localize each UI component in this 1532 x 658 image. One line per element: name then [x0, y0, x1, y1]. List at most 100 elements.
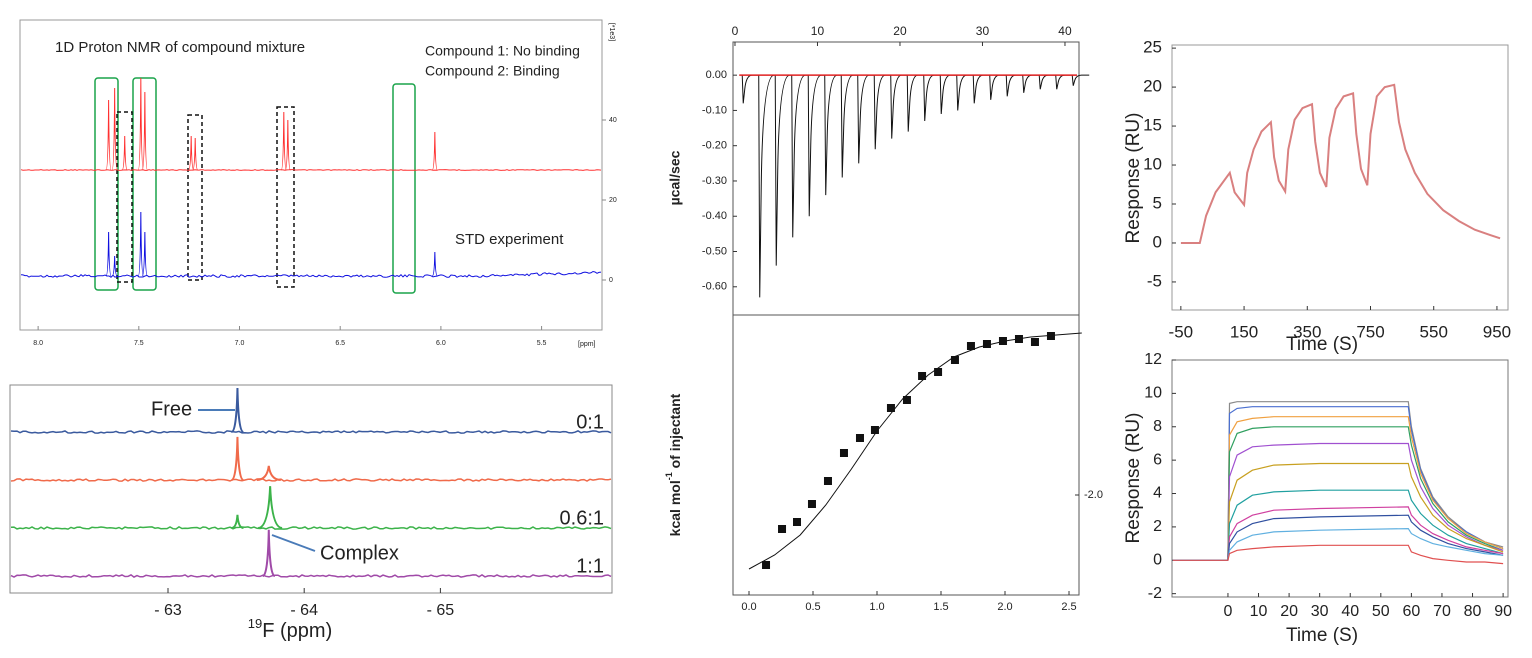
plot-frame [1171, 44, 1509, 311]
data-point [982, 340, 991, 348]
data-point [934, 368, 943, 376]
peak-boxes [94, 77, 416, 294]
y-tick-label: 20 [1143, 77, 1162, 96]
y-axis-label: Response (RU) [1123, 113, 1144, 244]
baseline-trace [10, 574, 612, 578]
x-tick-label: 90 [1494, 603, 1512, 620]
binding-box [132, 77, 157, 291]
peak [137, 77, 144, 171]
x-tick-label: 5.5 [537, 340, 547, 347]
data-point [807, 500, 816, 508]
plot-frame [19, 19, 603, 331]
x-axis-label: Time (S) [1286, 625, 1358, 646]
peak [111, 255, 118, 277]
y-tick-label: 2 [1153, 518, 1162, 535]
annotation: STD experiment [455, 231, 564, 248]
y-tick-label: -0.50 [702, 245, 727, 257]
binding-box [94, 77, 119, 291]
plot-frame [1171, 359, 1509, 598]
x-tick-label: 950 [1483, 322, 1511, 341]
series-label: 0:1 [576, 411, 604, 433]
sensorgram [1172, 442, 1504, 561]
data-point [839, 449, 848, 457]
x-tick-label: 750 [1356, 322, 1384, 341]
data-point [870, 426, 879, 434]
x-tick-label: 550 [1420, 322, 1448, 341]
peak [431, 131, 438, 171]
y-axis-label: kcal mol-1 of injectant [664, 393, 682, 536]
x-tick-label: 150 [1230, 322, 1258, 341]
fit-line [748, 332, 1082, 570]
y-tick-label: -0.30 [702, 175, 727, 187]
data-point [950, 356, 959, 364]
x-tick-label: 60 [1402, 603, 1420, 620]
sensorgram [1172, 406, 1504, 561]
y-tick-label: 8 [1153, 418, 1162, 435]
baseline-trace [20, 169, 602, 171]
peak [280, 111, 287, 171]
x-axis-label: 19F (ppm) [248, 616, 332, 642]
x-tick-label: 0.5 [805, 601, 820, 613]
y-tick-label: 15 [1143, 116, 1162, 135]
binding-box [392, 83, 416, 294]
x-tick-label: 40 [1058, 24, 1072, 38]
y-tick-label: -0.10 [702, 104, 727, 116]
y-tick-label: -2 [1148, 585, 1162, 602]
x-tick-label: 50 [1372, 603, 1390, 620]
peak [137, 211, 144, 277]
data-point [1014, 335, 1023, 343]
x-tick-label: 80 [1464, 603, 1482, 620]
legend-label: Compound 2: Binding [425, 63, 560, 79]
series-label: 1:1 [576, 555, 604, 577]
y-tick-label: 0 [1153, 552, 1162, 569]
plot-frame [9, 384, 613, 594]
chart-title: 1D Proton NMR of compound mixture [55, 39, 305, 56]
sensorgram [1180, 83, 1501, 244]
baseline-trace [10, 478, 612, 482]
peak [257, 486, 283, 529]
data-point [902, 396, 911, 404]
peak [230, 387, 244, 433]
y-tick-label: 4 [1153, 485, 1162, 502]
x-tick-label: 0 [1223, 603, 1232, 620]
y-tick-label: -0.20 [702, 140, 727, 152]
sensorgram [1172, 514, 1504, 561]
data-point [998, 337, 1007, 345]
series-label: 0.6:1 [560, 507, 604, 529]
x-tick-label: - 63 [154, 602, 182, 619]
x-axis-label-sup: 19 [248, 616, 262, 631]
x-tick-label: 10 [811, 24, 825, 38]
x-tick-label: - 65 [427, 602, 455, 619]
peak [141, 91, 148, 171]
x-tick-label: 20 [893, 24, 907, 38]
data-point [1030, 338, 1039, 346]
x-tick-label: 7.0 [235, 340, 245, 347]
peak [105, 231, 112, 277]
x-tick-label: 30 [976, 24, 990, 38]
injection-peak [1071, 74, 1090, 86]
x-tick-label: 30 [1311, 603, 1329, 620]
sensorgram [1172, 544, 1504, 565]
x-tick-label: 350 [1293, 322, 1321, 341]
y-tick-label: -2.0 [1084, 489, 1103, 501]
peak [431, 251, 438, 277]
x-axis-label: [ppm] [578, 341, 596, 348]
x-tick-label: 70 [1433, 603, 1451, 620]
y-axis-label-main: kcal mol [667, 480, 683, 536]
y-tick-label: 5 [1153, 193, 1162, 212]
sensorgram [1172, 489, 1504, 561]
peak [188, 135, 195, 171]
data-point [918, 372, 927, 380]
x-tick-label: 1.5 [933, 601, 948, 613]
annotation-pointer [271, 534, 316, 552]
nonbinding-box [276, 106, 295, 288]
peak [230, 436, 244, 481]
annotation: Complex [320, 542, 399, 564]
y-tick-label: 6 [1153, 451, 1162, 468]
data-point [855, 434, 864, 442]
y-tick-label: 10 [1144, 385, 1162, 402]
peak [284, 119, 291, 171]
y-tick-label: 0.00 [706, 69, 727, 81]
data-point [886, 404, 895, 412]
